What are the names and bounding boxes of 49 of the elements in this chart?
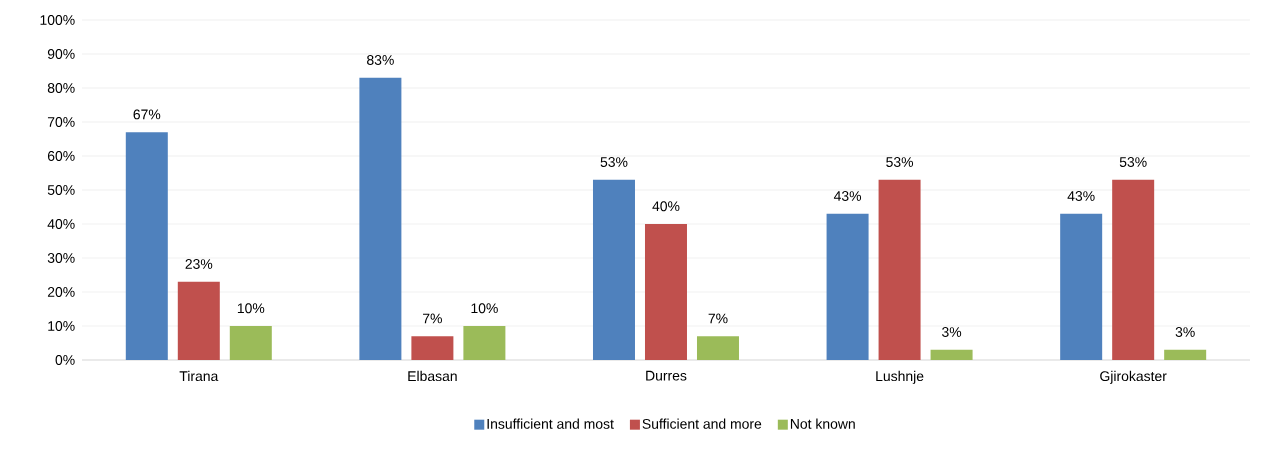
x-tick-label: Tirana bbox=[179, 370, 219, 382]
data-label: 83% bbox=[367, 55, 394, 65]
data-label: 43% bbox=[1067, 191, 1095, 201]
bar bbox=[696, 336, 739, 360]
y-tick-label: 20% bbox=[47, 287, 75, 297]
data-label: 10% bbox=[471, 303, 498, 314]
y-tick-label: 0% bbox=[55, 355, 75, 365]
bar bbox=[1164, 349, 1207, 360]
y-tick-label: 40% bbox=[47, 219, 75, 229]
y-tick-label: 80% bbox=[47, 83, 75, 93]
legend-label: Insufficient and most bbox=[487, 418, 614, 429]
data-label: 40% bbox=[652, 201, 680, 212]
y-tick-label: 100% bbox=[40, 15, 75, 25]
bar bbox=[177, 281, 220, 360]
y-tick-label: 50% bbox=[47, 185, 75, 195]
bar bbox=[592, 179, 635, 360]
legend-label: Sufficient and more bbox=[642, 418, 762, 429]
data-label: 10% bbox=[237, 303, 265, 314]
y-tick-label: 60% bbox=[47, 151, 75, 161]
bar bbox=[878, 179, 921, 360]
data-label: 3% bbox=[942, 327, 962, 337]
y-tick-label: 30% bbox=[47, 253, 75, 263]
legend-label: Not known bbox=[790, 418, 855, 429]
data-label: 53% bbox=[886, 157, 914, 167]
bar bbox=[930, 349, 973, 360]
x-tick-label: Elbasan bbox=[408, 370, 457, 382]
bar bbox=[1112, 179, 1155, 360]
bar bbox=[1060, 213, 1103, 360]
bar bbox=[411, 336, 454, 360]
y-tick-label: 10% bbox=[48, 321, 75, 331]
bar bbox=[229, 326, 272, 360]
data-label: 7% bbox=[708, 313, 728, 324]
bar bbox=[463, 326, 506, 360]
bar bbox=[359, 77, 402, 360]
data-label: 53% bbox=[1119, 157, 1147, 167]
data-label: 67% bbox=[133, 109, 161, 120]
bar bbox=[644, 224, 687, 360]
data-label: 7% bbox=[423, 313, 442, 324]
x-tick-label: Durres bbox=[646, 370, 687, 381]
data-label: 43% bbox=[833, 191, 862, 201]
x-tick-label: Gjirokaster bbox=[1100, 370, 1167, 384]
bar bbox=[125, 132, 168, 360]
data-label: 3% bbox=[1175, 327, 1195, 337]
data-label: 53% bbox=[600, 157, 628, 167]
y-tick-label: 90% bbox=[47, 49, 75, 59]
y-tick-label: 70% bbox=[47, 117, 75, 127]
x-tick-label: Lushnje bbox=[876, 370, 924, 384]
data-label: 23% bbox=[185, 259, 213, 269]
bar bbox=[826, 213, 869, 360]
